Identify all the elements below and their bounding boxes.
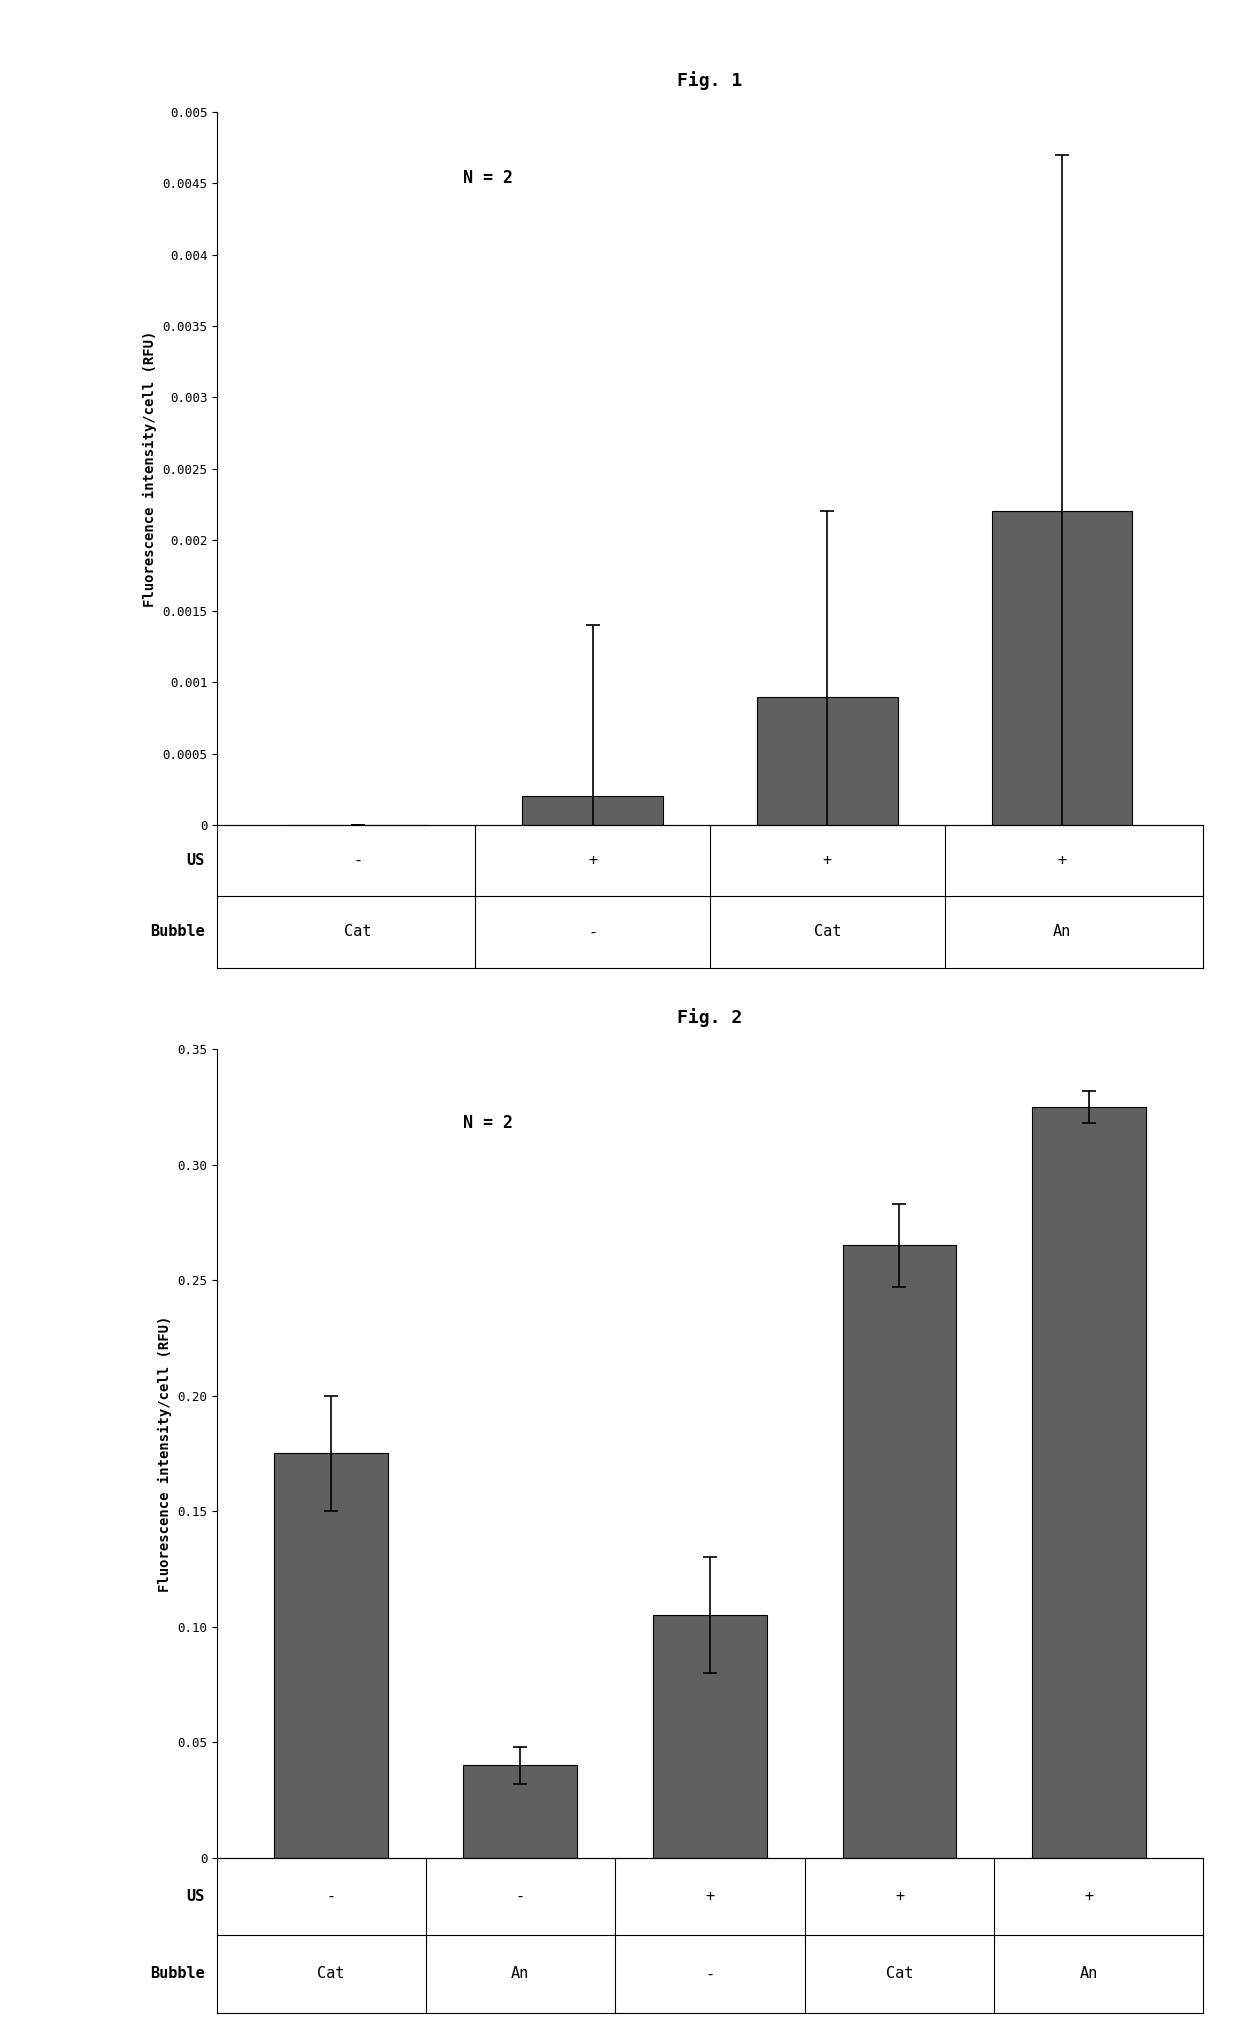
Text: US: US — [186, 1888, 205, 1905]
Text: US: US — [186, 854, 205, 868]
Text: An: An — [1053, 925, 1071, 939]
Bar — [522, 796, 663, 825]
Text: Fig. 1: Fig. 1 — [677, 71, 743, 90]
Bar — [843, 1245, 956, 1858]
Text: -: - — [326, 1888, 335, 1905]
Text: -: - — [516, 1888, 525, 1905]
Text: -: - — [353, 854, 362, 868]
Text: Cat: Cat — [813, 925, 841, 939]
Text: +: + — [1085, 1888, 1094, 1905]
Text: Cat: Cat — [317, 1966, 345, 1982]
Text: Bubble: Bubble — [150, 925, 205, 939]
Text: Cat: Cat — [885, 1966, 913, 1982]
Y-axis label: Fluorescence intensity/cell (RFU): Fluorescence intensity/cell (RFU) — [143, 330, 156, 607]
Text: Bubble: Bubble — [150, 1966, 205, 1982]
Text: -: - — [706, 1966, 714, 1982]
Text: +: + — [822, 854, 832, 868]
Bar — [464, 1766, 577, 1858]
Text: Cat: Cat — [345, 925, 372, 939]
Text: An: An — [511, 1966, 529, 1982]
Bar — [992, 511, 1132, 825]
Text: Fig. 2: Fig. 2 — [677, 1008, 743, 1027]
Text: +: + — [1058, 854, 1066, 868]
Bar — [756, 697, 898, 825]
Text: N = 2: N = 2 — [464, 169, 513, 187]
Text: +: + — [895, 1888, 904, 1905]
Text: -: - — [588, 925, 598, 939]
Bar — [274, 1454, 388, 1858]
Text: +: + — [588, 854, 598, 868]
Text: N = 2: N = 2 — [464, 1114, 513, 1133]
Text: +: + — [706, 1888, 714, 1905]
Y-axis label: Fluorescence intensity/cell (RFU): Fluorescence intensity/cell (RFU) — [157, 1316, 171, 1591]
Bar — [1032, 1106, 1146, 1858]
Text: An: An — [1080, 1966, 1099, 1982]
Bar — [653, 1615, 766, 1858]
